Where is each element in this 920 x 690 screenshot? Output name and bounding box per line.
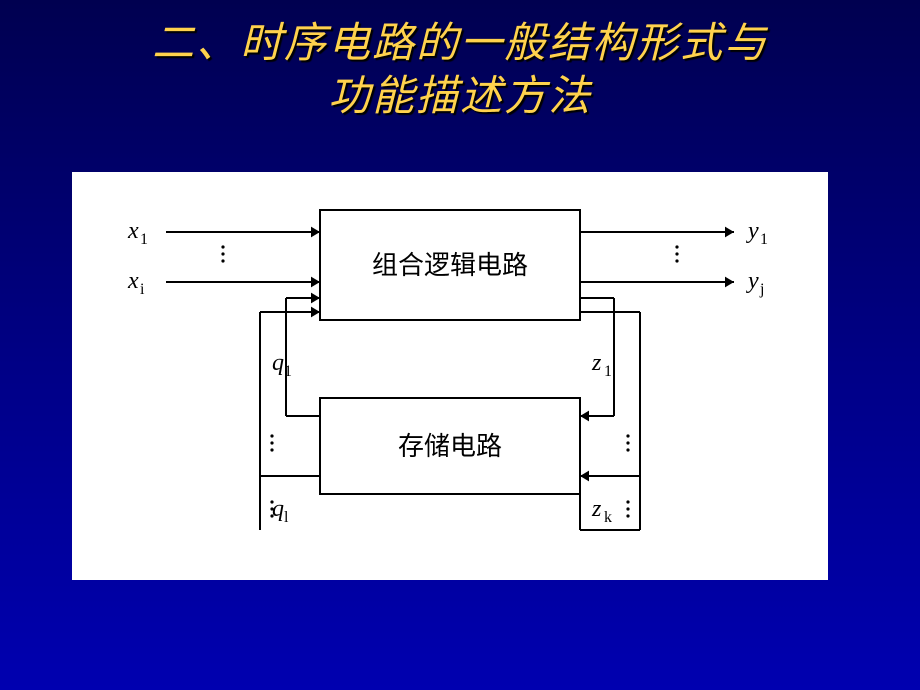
svg-text:k: k (604, 509, 612, 526)
slide-title: 二、时序电路的一般结构形式与 功能描述方法 (0, 0, 920, 123)
diagram-panel: 组合逻辑电路存储电路x1xiy1yjz1zkq1ql (72, 172, 828, 580)
svg-text:q: q (272, 496, 284, 522)
svg-text:l: l (284, 509, 289, 526)
svg-text:x: x (127, 268, 139, 294)
svg-text:1: 1 (760, 231, 768, 248)
svg-text:y: y (746, 218, 759, 244)
svg-text:z: z (591, 350, 602, 376)
title-line1: 二、时序电路的一般结构形式与 (152, 21, 768, 67)
svg-text:j: j (759, 281, 764, 298)
svg-text:1: 1 (140, 231, 148, 248)
svg-text:x: x (127, 218, 139, 244)
svg-text:y: y (746, 268, 759, 294)
svg-text:1: 1 (604, 363, 612, 380)
svg-text:i: i (140, 281, 145, 298)
svg-text:存储电路: 存储电路 (398, 432, 502, 461)
svg-text:z: z (591, 496, 602, 522)
svg-text:组合逻辑电路: 组合逻辑电路 (372, 251, 528, 280)
title-line2: 功能描述方法 (328, 74, 592, 120)
diagram-svg: 组合逻辑电路存储电路x1xiy1yjz1zkq1ql (72, 172, 828, 580)
svg-text:q: q (272, 350, 284, 376)
svg-text:1: 1 (284, 363, 292, 380)
